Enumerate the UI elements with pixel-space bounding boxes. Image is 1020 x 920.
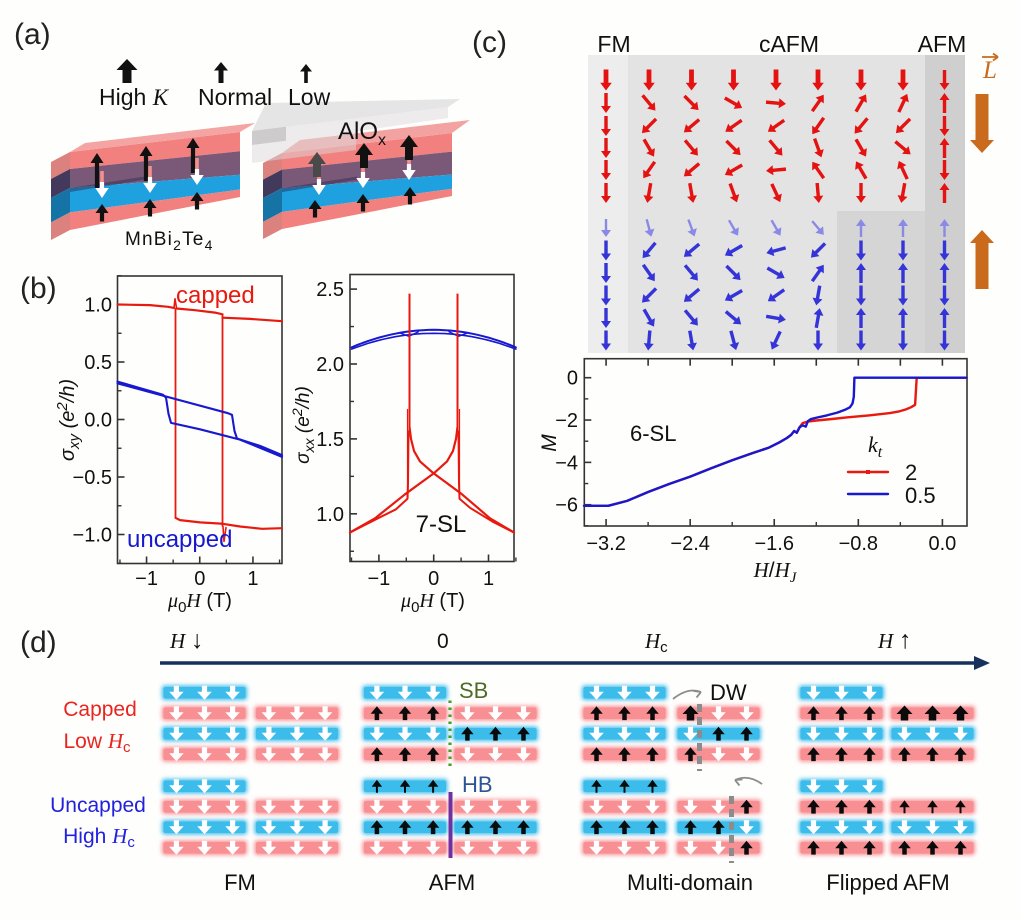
svg-text:Multi-domain: Multi-domain — [627, 870, 753, 895]
svg-text:0.5: 0.5 — [84, 352, 112, 374]
svg-text:−1.6: −1.6 — [754, 533, 793, 555]
svg-text:Uncapped: Uncapped — [50, 794, 146, 817]
svg-text:−6: −6 — [555, 495, 578, 517]
svg-text:Normal: Normal — [198, 84, 272, 110]
svg-text:FM: FM — [224, 870, 256, 895]
svg-text:2.0: 2.0 — [316, 354, 344, 376]
svg-text:MnBi2Te4: MnBi2Te4 — [125, 229, 214, 253]
svg-text:M: M — [538, 434, 561, 452]
svg-text:High Hc: High Hc — [63, 824, 135, 851]
svg-text:−4: −4 — [555, 452, 578, 474]
svg-text:−0.5: −0.5 — [73, 467, 112, 489]
svg-text:Low: Low — [288, 84, 331, 110]
svg-text:−1: −1 — [135, 568, 158, 590]
svg-text:kt: kt — [868, 432, 883, 461]
svg-text:DW: DW — [710, 680, 747, 705]
svg-text:Low Hc: Low Hc — [63, 729, 131, 756]
svg-text:H ↓: H ↓ — [169, 626, 204, 654]
svg-text:AFM: AFM — [429, 870, 475, 895]
svg-text:1.0: 1.0 — [84, 295, 112, 317]
svg-text:0.0: 0.0 — [84, 410, 112, 432]
svg-text:Flipped AFM: Flipped AFM — [826, 870, 950, 895]
svg-text:−3.2: −3.2 — [586, 533, 625, 555]
svg-text:Hc: Hc — [644, 629, 668, 656]
svg-text:−2.4: −2.4 — [670, 533, 709, 555]
svg-text:0: 0 — [437, 630, 449, 653]
svg-text:capped: capped — [176, 282, 255, 309]
svg-text:(d): (d) — [20, 626, 57, 659]
svg-text:High K: High K — [99, 84, 170, 110]
svg-text:2: 2 — [905, 460, 917, 485]
svg-text:−2: −2 — [555, 410, 578, 432]
svg-text:7-SL: 7-SL — [416, 511, 467, 538]
svg-text:0.5: 0.5 — [905, 483, 936, 508]
svg-text:AFM: AFM — [918, 31, 967, 57]
svg-text:(c): (c) — [472, 26, 507, 59]
svg-text:μ0H (T): μ0H (T) — [400, 590, 465, 616]
svg-text:Capped: Capped — [63, 698, 137, 721]
svg-text:−1.0: −1.0 — [73, 525, 112, 547]
svg-text:1.0: 1.0 — [316, 504, 344, 526]
svg-text:μ0H (T): μ0H (T) — [167, 590, 232, 616]
svg-text:2.5: 2.5 — [316, 279, 344, 301]
svg-text:uncapped: uncapped — [127, 526, 232, 553]
svg-text:(a): (a) — [14, 18, 51, 51]
svg-text:FM: FM — [597, 31, 630, 57]
svg-text:0.0: 0.0 — [928, 533, 956, 555]
svg-text:H ↑: H ↑ — [877, 626, 912, 654]
svg-text:0: 0 — [428, 568, 439, 590]
svg-text:HB: HB — [462, 772, 493, 797]
svg-text:L: L — [982, 57, 997, 84]
svg-text:1: 1 — [483, 568, 494, 590]
svg-text:0: 0 — [194, 568, 205, 590]
svg-text:1.5: 1.5 — [316, 429, 344, 451]
svg-text:−0.8: −0.8 — [839, 533, 878, 555]
svg-text:0: 0 — [567, 368, 578, 390]
svg-text:(b): (b) — [20, 272, 57, 305]
svg-text:cAFM: cAFM — [759, 31, 819, 57]
svg-text:AlOx: AlOx — [338, 118, 386, 149]
svg-text:SB: SB — [459, 678, 488, 703]
svg-text:6-SL: 6-SL — [630, 421, 676, 446]
svg-text:−1: −1 — [367, 568, 390, 590]
svg-text:1: 1 — [247, 568, 258, 590]
